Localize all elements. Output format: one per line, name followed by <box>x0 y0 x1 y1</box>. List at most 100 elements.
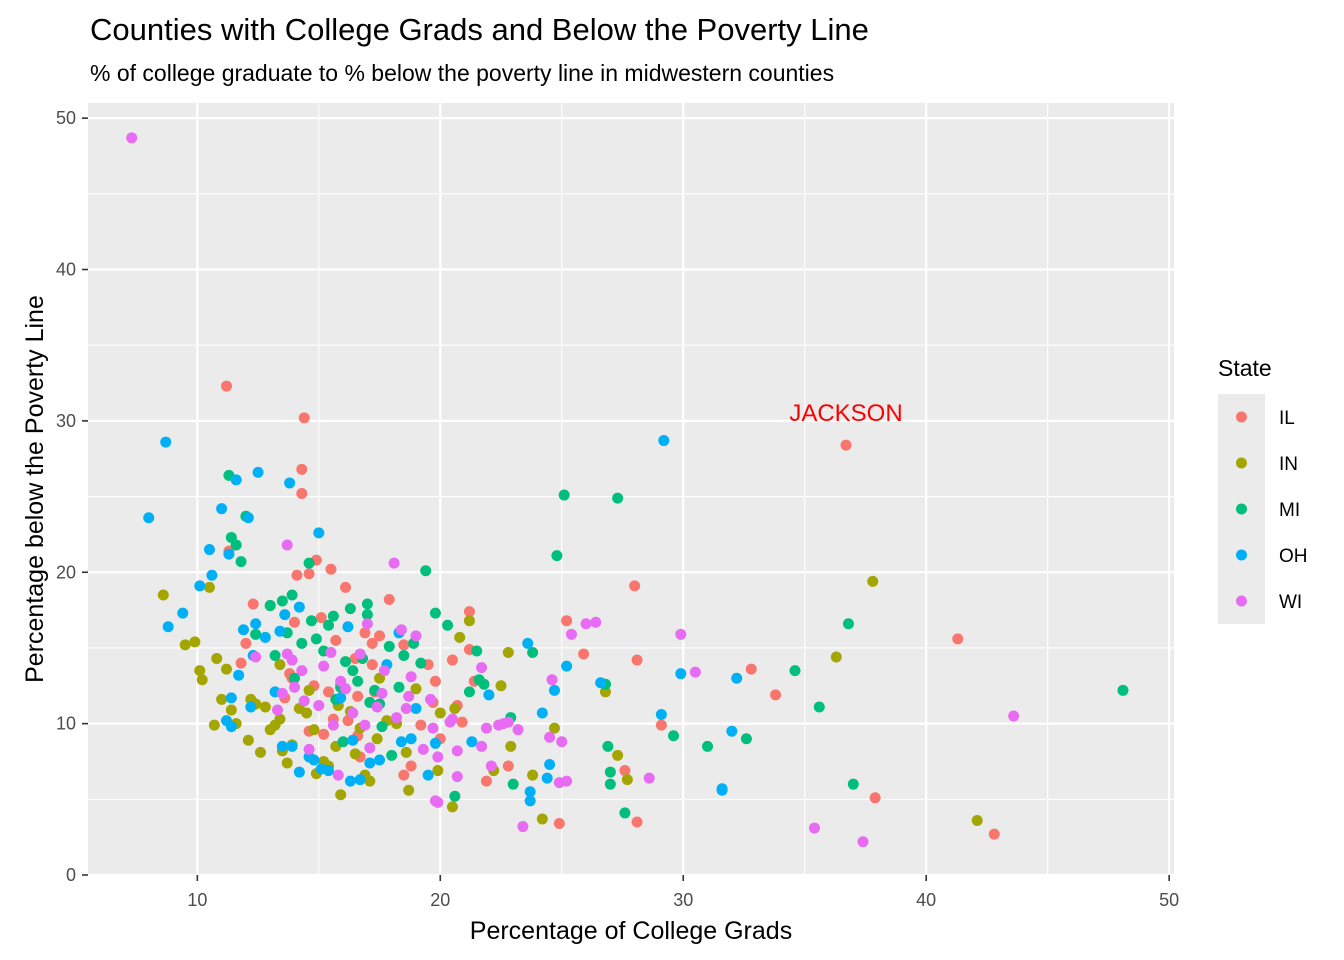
data-point-wi <box>403 690 415 702</box>
data-point-mi <box>306 615 318 627</box>
data-point-oh <box>250 618 262 630</box>
data-point-il <box>578 648 590 660</box>
data-point-wi <box>410 630 422 642</box>
data-point-mi <box>327 610 339 622</box>
data-point-mi <box>813 701 825 713</box>
data-point-in <box>220 663 232 675</box>
data-point-oh <box>344 775 356 787</box>
data-point-in <box>830 651 842 663</box>
data-point-oh <box>162 621 174 633</box>
data-point-mi <box>429 607 441 619</box>
data-point-il <box>553 818 565 830</box>
data-point-wi <box>427 722 439 734</box>
data-point-in <box>179 639 191 651</box>
data-point-wi <box>689 666 701 678</box>
data-point-wi <box>580 618 592 630</box>
data-point-wi <box>675 628 687 640</box>
data-point-oh <box>466 736 478 748</box>
data-point-oh <box>522 637 534 649</box>
data-point-mi <box>420 565 432 577</box>
data-point-mi <box>847 778 859 790</box>
data-point-oh <box>342 621 354 633</box>
data-point-mi <box>264 600 276 612</box>
data-point-oh <box>293 601 305 613</box>
data-point-in <box>203 581 215 593</box>
data-point-in <box>264 724 276 736</box>
data-point-wi <box>561 775 573 787</box>
x-tick-label: 40 <box>916 890 936 910</box>
data-point-oh <box>242 512 254 524</box>
data-point-in <box>371 733 383 745</box>
data-point-in <box>349 748 361 760</box>
data-point-il <box>291 569 303 581</box>
y-axis-title: Percentage below the Poverty Line <box>21 295 49 683</box>
data-point-il <box>398 639 410 651</box>
data-point-oh <box>364 757 376 769</box>
data-point-wi <box>276 687 288 699</box>
data-point-wi <box>318 660 330 672</box>
data-point-oh <box>483 689 495 701</box>
data-point-oh <box>395 736 407 748</box>
data-point-wi <box>395 624 407 636</box>
data-point-wi <box>429 795 441 807</box>
data-point-wi <box>546 674 558 686</box>
legend-key-mi <box>1236 503 1247 515</box>
data-point-il <box>770 689 782 701</box>
data-point-wi <box>391 712 403 724</box>
data-point-oh <box>548 684 560 696</box>
data-point-mi <box>507 778 519 790</box>
data-point-wi <box>298 695 310 707</box>
data-point-oh <box>675 668 687 680</box>
data-point-il <box>315 612 327 624</box>
data-point-wi <box>497 718 509 730</box>
annotation-label: JACKSON <box>789 400 902 427</box>
legend-key-wi <box>1236 595 1247 607</box>
data-point-oh <box>286 740 298 752</box>
data-point-in <box>208 719 220 731</box>
data-point-il <box>289 616 301 628</box>
data-point-mi <box>668 730 680 742</box>
legend-title: State <box>1218 355 1272 381</box>
data-point-in <box>335 789 347 801</box>
data-point-wi <box>332 769 344 781</box>
legend: State IL IN MI OH WI <box>1218 355 1308 624</box>
data-point-wi <box>359 719 371 731</box>
annotations: JACKSON <box>789 400 902 427</box>
data-point-oh <box>658 435 670 447</box>
data-point-oh <box>429 737 441 749</box>
data-point-in <box>434 707 446 719</box>
data-point-in <box>527 769 539 781</box>
data-point-mi <box>604 778 616 790</box>
data-point-oh <box>276 740 288 752</box>
data-point-wi <box>446 713 458 725</box>
data-point-oh <box>245 701 257 713</box>
data-point-in <box>432 765 444 777</box>
data-point-wi <box>347 707 359 719</box>
data-point-wi <box>376 687 388 699</box>
data-point-in <box>400 746 412 758</box>
data-point-wi <box>281 539 293 551</box>
data-point-oh <box>313 527 325 539</box>
y-tick-label: 20 <box>56 562 76 582</box>
data-point-il <box>631 654 643 666</box>
data-point-wi <box>451 745 463 757</box>
data-point-mi <box>442 619 454 631</box>
data-point-mi <box>386 749 398 761</box>
data-point-oh <box>216 503 228 515</box>
data-point-il <box>330 634 342 646</box>
data-point-in <box>548 722 560 734</box>
data-point-mi <box>1117 684 1129 696</box>
data-point-wi <box>476 662 488 674</box>
data-point-mi <box>344 603 356 615</box>
x-tick-label: 10 <box>187 890 207 910</box>
data-point-oh <box>536 707 548 719</box>
data-point-oh <box>143 512 155 524</box>
data-point-wi <box>556 736 568 748</box>
data-point-mi <box>602 740 614 752</box>
data-point-il <box>318 728 330 740</box>
data-point-mi <box>376 721 388 733</box>
data-point-il <box>463 606 475 618</box>
data-point-wi <box>517 821 529 833</box>
chart-title: Counties with College Grads and Below th… <box>90 12 869 47</box>
